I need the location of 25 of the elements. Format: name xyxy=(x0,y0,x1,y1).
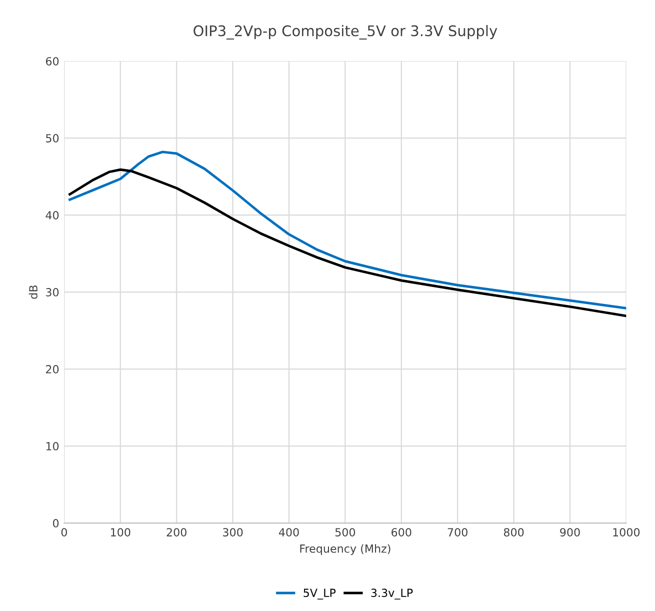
x-tick-label: 500 xyxy=(335,528,356,536)
y-tick-label: 30 xyxy=(46,288,59,296)
x-tick-label: 900 xyxy=(560,528,580,536)
x-tick-label: 200 xyxy=(166,528,186,536)
x-tick-label: 400 xyxy=(278,528,299,536)
x-tick-label: 600 xyxy=(392,528,412,536)
chart-title: OIP3_2Vp-p Composite_5V or 3.3V Supply xyxy=(194,25,498,40)
line-series xyxy=(68,150,626,310)
y-axis-title: dB xyxy=(28,286,38,299)
y-tick-label: 40 xyxy=(46,211,59,220)
line-series xyxy=(68,168,626,318)
x-tick-label: 0 xyxy=(61,528,67,536)
x-tick-label: 700 xyxy=(448,528,468,536)
y-tick-label: 20 xyxy=(46,365,59,374)
x-axis-title: Frequency (Mhz) xyxy=(300,544,390,555)
x-tick-label: 800 xyxy=(504,528,524,536)
y-tick-label: 0 xyxy=(52,518,59,528)
legend-label: 5V_LP xyxy=(304,588,336,600)
y-tick-label: 60 xyxy=(46,57,59,66)
y-tick-label: 10 xyxy=(46,442,59,450)
x-tick-label: 100 xyxy=(111,528,130,536)
x-tick-label: 300 xyxy=(223,528,243,536)
legend-label: 3.3v_LP xyxy=(371,588,413,600)
x-tick-label: 1000 xyxy=(613,528,640,536)
y-tick-label: 50 xyxy=(46,134,59,142)
